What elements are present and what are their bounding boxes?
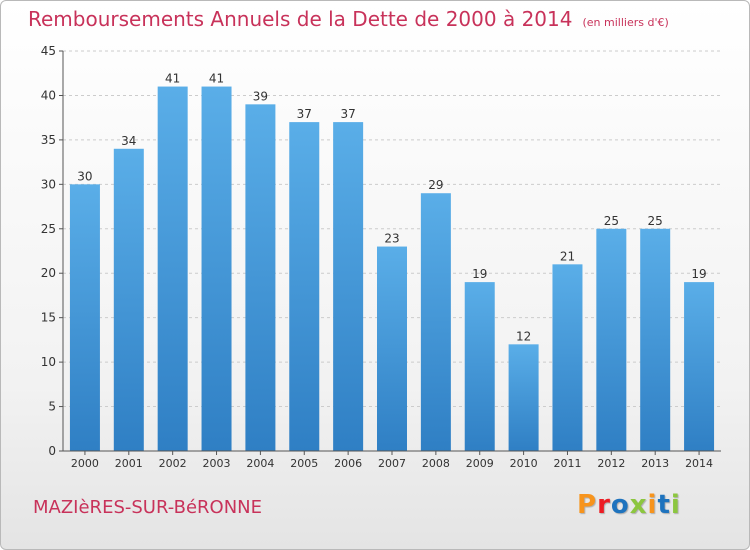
bar-2003: [201, 86, 232, 452]
data-label-2004: 39: [253, 89, 268, 103]
chart-title-text: Remboursements Annuels de la Dette de 20…: [28, 7, 573, 31]
bar-2009: [464, 282, 495, 451]
y-tick-label: 35: [41, 133, 56, 147]
x-tick-label-2003: 2003: [203, 457, 231, 470]
y-tick-label: 15: [41, 311, 56, 325]
bars: [69, 86, 715, 452]
bar-2001: [113, 148, 144, 451]
logo-letter: x: [629, 490, 648, 520]
data-label-2002: 41: [165, 72, 180, 86]
x-tick-label-2001: 2001: [115, 457, 143, 470]
data-label-2012: 25: [604, 214, 619, 228]
x-tick-label-2002: 2002: [159, 457, 187, 470]
data-label-2006: 37: [340, 107, 355, 121]
x-tick-label-2010: 2010: [510, 457, 538, 470]
x-tick-label-2005: 2005: [290, 457, 318, 470]
x-tick-label-2013: 2013: [641, 457, 669, 470]
bar-2010: [508, 344, 539, 451]
bar-2002: [157, 86, 188, 452]
y-tick-label: 10: [41, 355, 56, 369]
data-label-2003: 41: [209, 72, 224, 86]
x-tick-label-2008: 2008: [422, 457, 450, 470]
data-label-2000: 30: [77, 169, 92, 183]
data-labels: 30 34 41 41 39 37 37 23 29 19 12 21 25 25 19: [77, 72, 706, 344]
y-tick-label: 5: [48, 400, 56, 414]
x-tick-label-2000: 2000: [71, 457, 99, 470]
x-tick-label-2014: 2014: [685, 457, 713, 470]
bar-2000: [69, 184, 100, 452]
logo-letter: t: [657, 490, 671, 520]
commune-name: MAZIèRES-SUR-BéRONNE: [33, 497, 262, 518]
logo-letter: i: [647, 490, 658, 520]
bar-2005: [289, 122, 320, 451]
data-label-2010: 12: [516, 329, 531, 343]
bar-2007: [377, 246, 407, 451]
logo-letter: o: [610, 490, 630, 520]
bar-2006: [333, 122, 364, 451]
chart-subtitle: (en milliers d'€): [582, 16, 669, 29]
y-tick-label: 20: [41, 266, 56, 280]
proxiti-logo: Proxiti: [577, 490, 681, 520]
axes: 0 5 10 15 20 25 30 35 40 45 2000 2001 2002 2003 2004 20…: [41, 44, 721, 470]
y-tick-label: 0: [48, 444, 56, 458]
data-label-2001: 34: [121, 134, 136, 148]
y-tick-label: 25: [41, 222, 56, 236]
logo-letter: i: [670, 490, 681, 520]
bar-2013: [640, 228, 671, 451]
x-tick-label-2009: 2009: [466, 457, 494, 470]
bar-2004: [245, 104, 276, 451]
y-tick-label: 40: [41, 88, 56, 102]
data-label-2005: 37: [297, 107, 312, 121]
logo-letter: r: [597, 490, 611, 520]
data-label-2009: 19: [472, 267, 487, 281]
data-label-2007: 23: [384, 232, 399, 246]
x-tick-label-2006: 2006: [334, 457, 362, 470]
data-label-2014: 19: [691, 267, 706, 281]
bar-2012: [596, 228, 627, 451]
data-label-2011: 21: [560, 249, 575, 263]
data-label-2008: 29: [428, 178, 443, 192]
x-tick-label-2007: 2007: [378, 457, 406, 470]
bar-2011: [552, 264, 583, 451]
bar-2008: [420, 193, 451, 451]
bar-2014: [684, 282, 715, 451]
y-tick-label: 45: [41, 44, 56, 58]
x-tick-label-2012: 2012: [597, 457, 625, 470]
x-tick-label-2004: 2004: [246, 457, 274, 470]
data-label-2013: 25: [648, 214, 663, 228]
y-tick-label: 30: [41, 177, 56, 191]
x-tick-label-2011: 2011: [553, 457, 581, 470]
logo-letter: P: [577, 490, 598, 520]
chart-title: Remboursements Annuels de la Dette de 20…: [28, 7, 669, 31]
